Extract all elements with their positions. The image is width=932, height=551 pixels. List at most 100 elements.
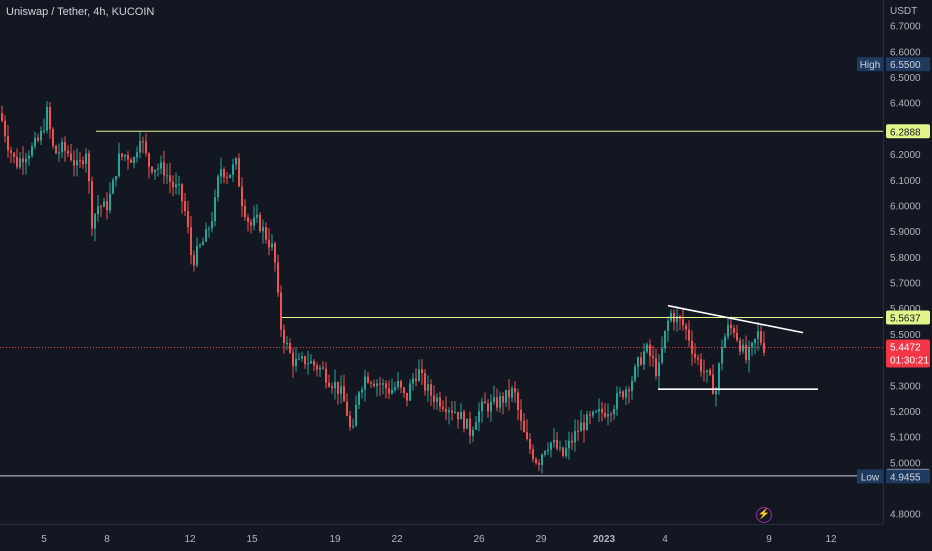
price-tick-label: 6.4000	[890, 99, 921, 110]
price-tick-label: 6.2000	[890, 150, 921, 161]
candle-body	[757, 331, 759, 339]
candle-body	[730, 324, 732, 329]
candle-body	[268, 239, 270, 248]
candle-body	[370, 382, 372, 384]
price-tick-label: 6.1000	[890, 176, 921, 187]
time-tick-label: 19	[329, 534, 341, 545]
candle-body	[112, 179, 114, 194]
candle-body	[310, 361, 312, 364]
candle-body	[610, 414, 612, 416]
candle-body	[754, 338, 756, 343]
time-tick-label: 22	[391, 534, 403, 545]
candle-body	[208, 228, 210, 230]
candle-body	[346, 401, 348, 416]
candle-body	[763, 342, 765, 353]
candle-body	[487, 403, 489, 412]
candle-body	[379, 383, 381, 385]
candle-body	[325, 368, 327, 383]
time-tick-label: 12	[184, 534, 196, 545]
candle-body	[79, 160, 81, 162]
candle-body	[508, 389, 510, 398]
candle-body	[277, 262, 279, 293]
candle-body	[304, 356, 306, 365]
candle-body	[457, 411, 459, 420]
candle-body	[580, 422, 582, 432]
candle-body	[538, 462, 540, 465]
candle-body	[706, 370, 708, 373]
candle-body	[25, 158, 27, 163]
candle-body	[559, 447, 561, 449]
candle-body	[523, 420, 525, 433]
candle-body	[607, 414, 609, 417]
candle-body	[121, 153, 123, 157]
candle-body	[151, 166, 153, 173]
last-price-tag-bg	[886, 339, 930, 368]
candle-body	[697, 357, 699, 360]
candle-body	[649, 344, 651, 357]
candle-body	[670, 313, 672, 321]
candle-body	[331, 386, 333, 389]
candle-body	[244, 206, 246, 218]
price-axis[interactable]: 6.70006.60006.50006.40006.30006.20006.10…	[883, 0, 932, 524]
candle-body	[427, 384, 429, 391]
time-tick-label: 2023	[593, 534, 616, 545]
candle-body	[562, 447, 564, 456]
candle-body	[367, 376, 369, 383]
price-tick-label: 5.3000	[890, 381, 921, 392]
candle-body	[514, 388, 516, 393]
candle-body	[67, 150, 69, 154]
time-axis[interactable]: 5 8 12 15 19 22 26 29 2023 4 9 12	[0, 524, 883, 551]
candle-body	[94, 214, 96, 229]
candle-body	[259, 214, 261, 232]
time-tick-label: 8	[104, 534, 110, 545]
candle-body	[469, 418, 471, 436]
candle-body	[10, 150, 12, 153]
candle-body	[256, 214, 258, 218]
price-tick-label: 6.6000	[890, 47, 921, 58]
time-tick-label: 29	[535, 534, 547, 545]
candle-body	[100, 206, 102, 208]
low-value-label: 4.9455	[890, 472, 921, 483]
candle-body	[448, 410, 450, 413]
candle-body	[157, 168, 159, 170]
candle-body	[700, 359, 702, 372]
candle-body	[88, 153, 90, 182]
price-tick-label: 6.0000	[890, 201, 921, 212]
candle-body	[106, 201, 108, 211]
candle-body	[166, 175, 168, 177]
candle-body	[319, 367, 321, 370]
candle-body	[322, 367, 324, 369]
candle-body	[271, 243, 273, 248]
candle-body	[316, 365, 318, 370]
candle-body	[214, 197, 216, 222]
candle-body	[430, 384, 432, 396]
candle-body	[742, 344, 744, 352]
candle-body	[661, 348, 663, 363]
price-tick-label: 5.6000	[890, 304, 921, 315]
plot-area[interactable]: High Low	[0, 0, 883, 524]
candle-body	[535, 459, 537, 463]
candle-body	[241, 186, 243, 207]
low-badge-bg	[857, 469, 883, 484]
candle-body	[511, 388, 513, 398]
candle-body	[232, 164, 234, 175]
candle-body	[406, 392, 408, 401]
price-tick-label: 4.8000	[890, 510, 921, 521]
price-tick-label: 5.5000	[890, 330, 921, 341]
candle-body	[505, 389, 507, 403]
candle-body	[685, 325, 687, 330]
candle-body	[34, 137, 36, 147]
candle-body	[544, 451, 546, 455]
candle-body	[577, 431, 579, 433]
candle-body	[694, 353, 696, 358]
candle-body	[52, 129, 54, 146]
lightning-icon[interactable]: ⚡	[756, 507, 772, 523]
price-tick-label: 5.8000	[890, 253, 921, 264]
candle-body	[604, 412, 606, 417]
candle-body	[517, 392, 519, 411]
candle-body	[16, 156, 18, 168]
candle-body	[445, 408, 447, 413]
candle-body	[184, 201, 186, 212]
candle-body	[616, 393, 618, 410]
time-tick-label: 9	[766, 534, 772, 545]
